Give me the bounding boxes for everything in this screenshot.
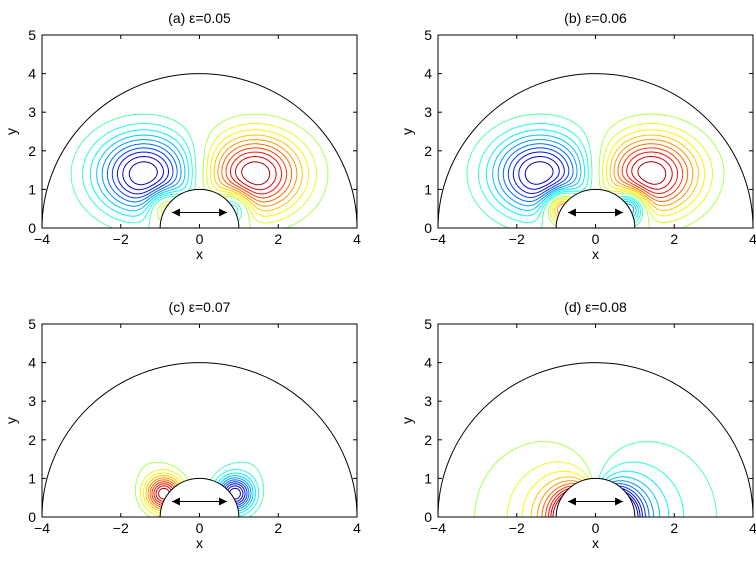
contour-level [626, 151, 679, 194]
x-axis-label: x [592, 535, 599, 551]
inner-body [555, 477, 636, 518]
y-tick-label: 2 [424, 143, 432, 159]
y-tick-label: 1 [424, 470, 432, 486]
x-tick-label: −4 [34, 231, 50, 247]
x-axis-label: x [592, 246, 599, 262]
y-tick-label: 1 [28, 470, 36, 486]
x-tick-label: −4 [430, 231, 446, 247]
y-tick-label: 5 [424, 27, 432, 43]
contour-level [221, 143, 293, 203]
y-tick-label: 0 [28, 509, 36, 525]
y-tick-label: 2 [28, 432, 36, 448]
contour-level [101, 139, 182, 207]
contour-level [209, 129, 310, 217]
y-tick-label: 1 [424, 181, 432, 197]
panel-b: (b) ε=0.06 −4 −2 0 2 4 0 1 2 3 4 5 x y [399, 10, 756, 262]
contour-level [518, 156, 560, 190]
y-tick-label: 0 [424, 220, 432, 236]
contour-level [70, 113, 242, 228]
x-tick-label: 2 [670, 520, 678, 536]
inner-body [555, 188, 636, 229]
contour-level [106, 143, 178, 203]
x-tick-label: −4 [430, 520, 446, 536]
x-tick-label: 2 [274, 520, 282, 536]
y-axis-label: y [399, 417, 415, 424]
panel-title: (d) ε=0.08 [564, 299, 627, 315]
y-tick-label: 3 [424, 104, 432, 120]
x-tick-label: 2 [670, 231, 678, 247]
contour-level [225, 147, 288, 199]
contour-level [524, 161, 554, 185]
panel-title: (a) ε=0.05 [168, 10, 231, 26]
y-tick-label: 4 [424, 355, 432, 371]
y-axis-label: y [3, 417, 19, 424]
contour-lines [70, 113, 329, 228]
x-axis-label: x [196, 535, 203, 551]
contour-level [213, 134, 303, 212]
outer-boundary [41, 73, 358, 229]
contour-level [89, 129, 190, 217]
x-tick-label: 0 [592, 520, 600, 536]
contour-level [621, 147, 684, 198]
panel-a: (a) ε=0.05 −4 −2 0 2 4 0 1 2 3 4 5 x y [3, 10, 361, 262]
contour-level [507, 147, 570, 198]
contour-level [122, 156, 164, 191]
y-tick-label: 5 [28, 316, 36, 332]
y-tick-label: 1 [28, 181, 36, 197]
panel-title: (b) ε=0.06 [564, 10, 627, 26]
outer-boundary [437, 362, 754, 518]
y-axis-label: y [399, 128, 415, 135]
y-tick-label: 2 [28, 143, 36, 159]
y-tick-label: 3 [28, 104, 36, 120]
contour-level [230, 151, 283, 195]
x-tick-label: 4 [353, 520, 361, 536]
outer-boundary [437, 73, 754, 229]
contour-level [217, 139, 298, 207]
x-tick-label: −2 [113, 520, 129, 536]
y-tick-label: 5 [424, 316, 432, 332]
x-axis-label: x [196, 246, 203, 262]
contour-level [128, 161, 158, 186]
outer-boundary [41, 362, 358, 518]
x-tick-label: −2 [113, 231, 129, 247]
y-tick-label: 0 [424, 509, 432, 525]
panel-title: (c) ε=0.07 [169, 299, 231, 315]
x-tick-label: 4 [749, 520, 756, 536]
y-tick-label: 5 [28, 27, 36, 43]
contour-level [637, 161, 667, 185]
panels: (a) ε=0.05 −4 −2 0 2 4 0 1 2 3 4 5 x y (b) ε=0.06 −4 −2 0… [3, 10, 756, 551]
x-tick-label: 4 [353, 231, 361, 247]
y-tick-label: 4 [424, 66, 432, 82]
x-tick-label: −2 [509, 231, 525, 247]
contour-level [241, 161, 271, 186]
inner-body [159, 188, 240, 229]
contour-lines [466, 113, 725, 228]
y-tick-label: 3 [28, 393, 36, 409]
panel-c: (c) ε=0.07 −4 −2 0 2 4 0 1 2 3 4 5 x y [3, 299, 361, 551]
x-tick-label: 4 [749, 231, 756, 247]
x-tick-label: 2 [274, 231, 282, 247]
contour-level [111, 147, 174, 199]
contour-level [96, 134, 186, 212]
contour-level [512, 151, 565, 194]
contour-level [235, 156, 277, 191]
x-tick-label: 0 [196, 231, 204, 247]
contour-level [631, 156, 673, 190]
y-tick-label: 0 [28, 220, 36, 236]
y-tick-label: 4 [28, 66, 36, 82]
x-tick-label: −2 [509, 520, 525, 536]
y-tick-label: 2 [424, 432, 432, 448]
inner-body [159, 477, 240, 518]
contour-level [116, 151, 169, 195]
x-tick-label: 0 [592, 231, 600, 247]
x-tick-label: 0 [196, 520, 204, 536]
x-tick-label: −4 [34, 520, 50, 536]
y-axis-label: y [3, 128, 19, 135]
y-tick-label: 3 [424, 393, 432, 409]
y-tick-label: 4 [28, 355, 36, 371]
